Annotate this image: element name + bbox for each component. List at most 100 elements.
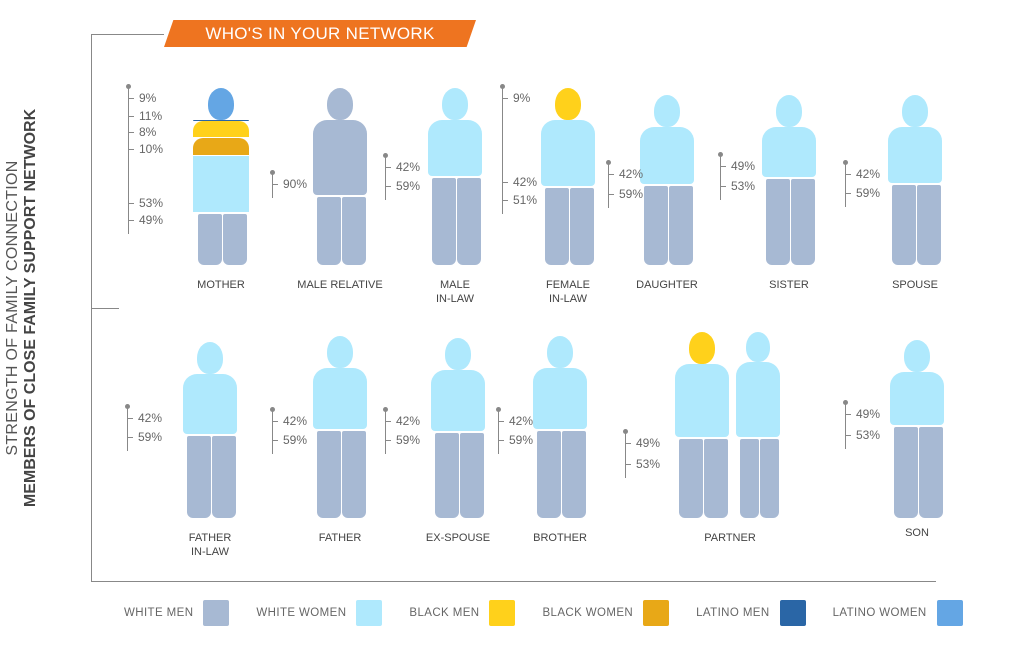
torso-band — [193, 120, 249, 121]
scale-dot — [126, 84, 131, 89]
stat-value: 59% — [283, 433, 308, 447]
scale-tick — [625, 443, 631, 444]
scale-line — [272, 409, 273, 454]
legend-swatch — [356, 600, 383, 626]
stat-value: 42% — [138, 411, 163, 425]
figure-label-line: MALE — [440, 279, 470, 291]
figure-label-line: IN-LAW — [548, 293, 588, 305]
scale-tick — [128, 220, 134, 221]
scale-dot — [125, 404, 130, 409]
scale-tick — [385, 186, 391, 187]
legend-label: WHITE WOMEN — [256, 607, 347, 619]
stat-value: 11% — [139, 109, 163, 123]
y-axis-line2: MEMBERS OF CLOSE FAMILY SUPPORT NETWORK — [22, 108, 39, 508]
stat-value: 53% — [731, 179, 756, 193]
figure-label-line: EX-SPOUSE — [425, 532, 491, 544]
right-leg — [562, 431, 586, 518]
scale-line — [720, 154, 721, 200]
head — [902, 95, 928, 127]
legend-item: WHITE MEN — [124, 600, 230, 626]
scale-tick — [498, 421, 504, 422]
y-axis-line1: STRENGTH OF FAMILY CONNECTION — [4, 160, 21, 456]
stat-value: 59% — [856, 186, 881, 200]
figure-label: DAUGHTER — [636, 278, 698, 292]
head — [776, 95, 802, 127]
scale-dot — [270, 407, 275, 412]
scale-line — [128, 86, 129, 234]
figure-label-line: PARTNER — [704, 532, 756, 544]
stat-value: 59% — [619, 187, 644, 201]
right-leg — [917, 185, 941, 265]
legend-swatch — [643, 600, 670, 626]
stat-value: 53% — [139, 196, 164, 210]
scale-tick — [502, 182, 508, 183]
right-leg — [342, 197, 366, 265]
head — [445, 338, 471, 370]
stat-value: 9% — [513, 91, 531, 105]
torso-band — [193, 121, 249, 137]
stat-value: 49% — [731, 159, 756, 173]
legend-item: WHITE WOMEN — [256, 600, 383, 626]
stat-value: 9% — [139, 91, 157, 105]
stat-value: 42% — [396, 160, 421, 174]
scale-dot — [623, 429, 628, 434]
right-leg — [704, 439, 728, 518]
scale-line — [385, 155, 386, 200]
scale-tick — [127, 418, 133, 419]
scale-line — [608, 162, 609, 208]
stat-value: 42% — [283, 414, 308, 428]
torso — [736, 362, 780, 437]
stat-value: 59% — [396, 179, 421, 193]
right-leg — [570, 188, 594, 265]
left-leg — [740, 439, 759, 518]
figure-label: SPOUSE — [892, 278, 938, 292]
scale-dot — [496, 407, 501, 412]
legend-label: WHITE MEN — [124, 607, 194, 619]
title-banner: WHO'S IN YOUR NETWORK — [164, 20, 476, 47]
scale-tick — [845, 174, 851, 175]
figure-label-line: IN-LAW — [435, 293, 475, 305]
stat-value: 90% — [283, 177, 308, 191]
stat-value: 42% — [513, 175, 538, 189]
stat-value: 49% — [139, 213, 164, 227]
figure-label: SISTER — [769, 278, 809, 292]
right-leg — [223, 214, 247, 265]
scale-dot — [718, 152, 723, 157]
left-leg — [317, 197, 341, 265]
scale-tick — [720, 166, 726, 167]
left-leg — [537, 431, 561, 518]
stat-value: 51% — [513, 193, 538, 207]
scale-tick — [128, 149, 134, 150]
head — [689, 332, 715, 364]
left-leg — [892, 185, 916, 265]
scale-tick — [845, 193, 851, 194]
scale-tick — [720, 186, 726, 187]
scale-tick — [272, 421, 278, 422]
legend-item: BLACK WOMEN — [542, 600, 670, 626]
scale-dot — [500, 84, 505, 89]
stat-value: 49% — [636, 436, 661, 450]
legend-label: BLACK WOMEN — [542, 607, 634, 619]
scale-tick — [845, 414, 851, 415]
torso — [888, 127, 942, 183]
figure-label: SON — [905, 526, 929, 540]
figure-label: BROTHER — [533, 531, 587, 545]
torso — [428, 120, 482, 176]
figure-label-line: DAUGHTER — [636, 279, 698, 291]
stat-value: 8% — [139, 125, 157, 139]
scale-tick — [272, 440, 278, 441]
stat-value: 49% — [856, 407, 881, 421]
row-divider-tick — [91, 308, 119, 309]
left-leg — [545, 188, 569, 265]
legend-swatch — [779, 600, 806, 626]
stat-value: 42% — [396, 414, 421, 428]
scale-line — [127, 406, 128, 451]
scale-tick — [608, 174, 614, 175]
scale-tick — [385, 440, 391, 441]
scale-line — [845, 402, 846, 449]
scale-dot — [383, 407, 388, 412]
left-leg — [644, 186, 668, 265]
figure-label-line: SON — [905, 527, 929, 539]
left-leg — [679, 439, 703, 518]
